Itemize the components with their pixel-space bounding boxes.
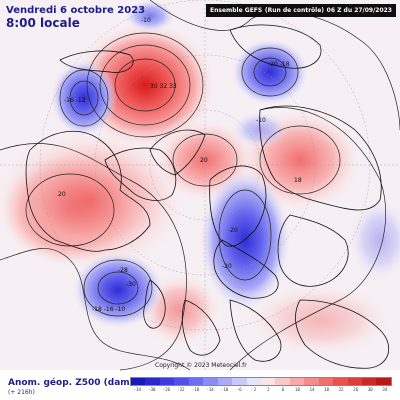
legend-swatch bbox=[362, 378, 377, 385]
legend-swatch bbox=[376, 378, 391, 385]
coastlines bbox=[25, 24, 390, 369]
atlantic-low bbox=[73, 252, 163, 328]
legend-tick-label: -6 bbox=[236, 387, 242, 392]
forecast-time: 8:00 locale bbox=[6, 16, 80, 30]
forecast-date: Vendredi 6 octobre 2023 bbox=[6, 5, 146, 16]
siberia-low bbox=[232, 39, 308, 105]
legend-swatch bbox=[347, 378, 362, 385]
legend-tick-label: -10 bbox=[221, 387, 229, 392]
model-title: Ensemble GEFS bbox=[210, 7, 263, 14]
legend-tick-label: -26 bbox=[162, 387, 171, 392]
legend-swatch bbox=[289, 378, 305, 385]
legend-swatch bbox=[333, 378, 348, 385]
copyright-text: Copyright © 2023 Meteociel.fr bbox=[155, 362, 247, 369]
label-arctic-high: 20 bbox=[200, 157, 208, 164]
label-atlantic-low-3: -18 -16 -10 bbox=[92, 306, 125, 313]
legend-swatch bbox=[304, 378, 319, 385]
legend-tick-label: 2 bbox=[267, 387, 270, 392]
forecast-title: Vendredi 6 octobre 2023 8:00 locale bbox=[6, 5, 145, 30]
model-info-box: Ensemble GEFS (Run de contrôle) 06 Z du … bbox=[206, 4, 396, 17]
legend-tick-label: 10 bbox=[295, 387, 300, 392]
legend-tick-label: -34 bbox=[133, 387, 141, 392]
model-run: (Run de contrôle) bbox=[264, 7, 325, 14]
legend-tick-label: -14 bbox=[206, 387, 214, 392]
top-low bbox=[125, 0, 175, 32]
label-atlantic-low: -28 bbox=[118, 267, 128, 274]
legend-tick-label: -18 bbox=[191, 387, 200, 392]
europe-low bbox=[200, 170, 290, 310]
label-greenland-high: 30 32 33 bbox=[150, 83, 177, 90]
legend-tick-label: 34 bbox=[382, 387, 388, 392]
label-siberia-low: -20 -18 bbox=[268, 61, 290, 68]
label-alaska-low: -16 -12 bbox=[64, 97, 86, 104]
run-time: 06 Z du 27/09/2023 bbox=[326, 7, 392, 14]
field-caption: Anom. géop. Z500 (dam) (+ 216h) bbox=[8, 378, 134, 396]
legend-tick-label: 22 bbox=[338, 387, 344, 392]
label-canada-high: 20 bbox=[58, 191, 66, 198]
legend-swatch bbox=[174, 378, 189, 385]
legend-tick-label: -22 bbox=[177, 387, 185, 392]
legend-color-bar bbox=[130, 377, 392, 386]
legend-swatch bbox=[217, 378, 233, 385]
legend-tick-label: 14 bbox=[309, 387, 315, 392]
anomaly-labels: -16 -12 30 32 33 -10 -20 -18 20 -10 18 2… bbox=[58, 17, 302, 313]
label-asia-high: 18 bbox=[294, 177, 302, 184]
legend-swatch bbox=[203, 378, 218, 385]
legend-tick-label: 30 bbox=[367, 387, 373, 392]
field-title: Anom. géop. Z500 (dam) bbox=[8, 378, 134, 388]
geopotential-contours bbox=[0, 0, 400, 371]
label-top-low: -10 bbox=[141, 17, 151, 24]
legend-swatch bbox=[188, 378, 204, 385]
legend-swatch bbox=[260, 378, 276, 385]
legend-swatch bbox=[318, 378, 334, 385]
legend-tick-label: -30 bbox=[148, 387, 156, 392]
label-europe-low-2: -20 bbox=[222, 263, 232, 270]
label-atlantic-low-2: -30 bbox=[126, 281, 136, 288]
color-legend: -34 -30 -26 -22 -18 -14 -10 -6 -2 2 6 10 14 18 22 26 30 3… bbox=[130, 377, 392, 392]
label-europe-low-1: -20 bbox=[228, 227, 238, 234]
legend-tick-label: 18 bbox=[324, 387, 329, 392]
forecast-lead: (+ 216h) bbox=[8, 389, 35, 396]
legend-swatch bbox=[131, 378, 146, 385]
legend-swatch bbox=[275, 378, 290, 385]
legend-tick-label: -2 bbox=[251, 387, 257, 392]
graticule bbox=[0, 0, 400, 370]
legend-tick-label: 26 bbox=[353, 387, 359, 392]
legend-tick-label: 6 bbox=[281, 387, 285, 392]
legend-swatch bbox=[246, 378, 261, 385]
legend-ticks: -34 -30 -26 -22 -18 -14 -10 -6 -2 2 6 10 14 18 22 26 30 3… bbox=[130, 387, 392, 392]
legend-swatch bbox=[232, 378, 247, 385]
legend-swatch bbox=[145, 378, 160, 385]
label-minus10: -10 bbox=[256, 117, 266, 124]
legend-swatch bbox=[159, 378, 175, 385]
